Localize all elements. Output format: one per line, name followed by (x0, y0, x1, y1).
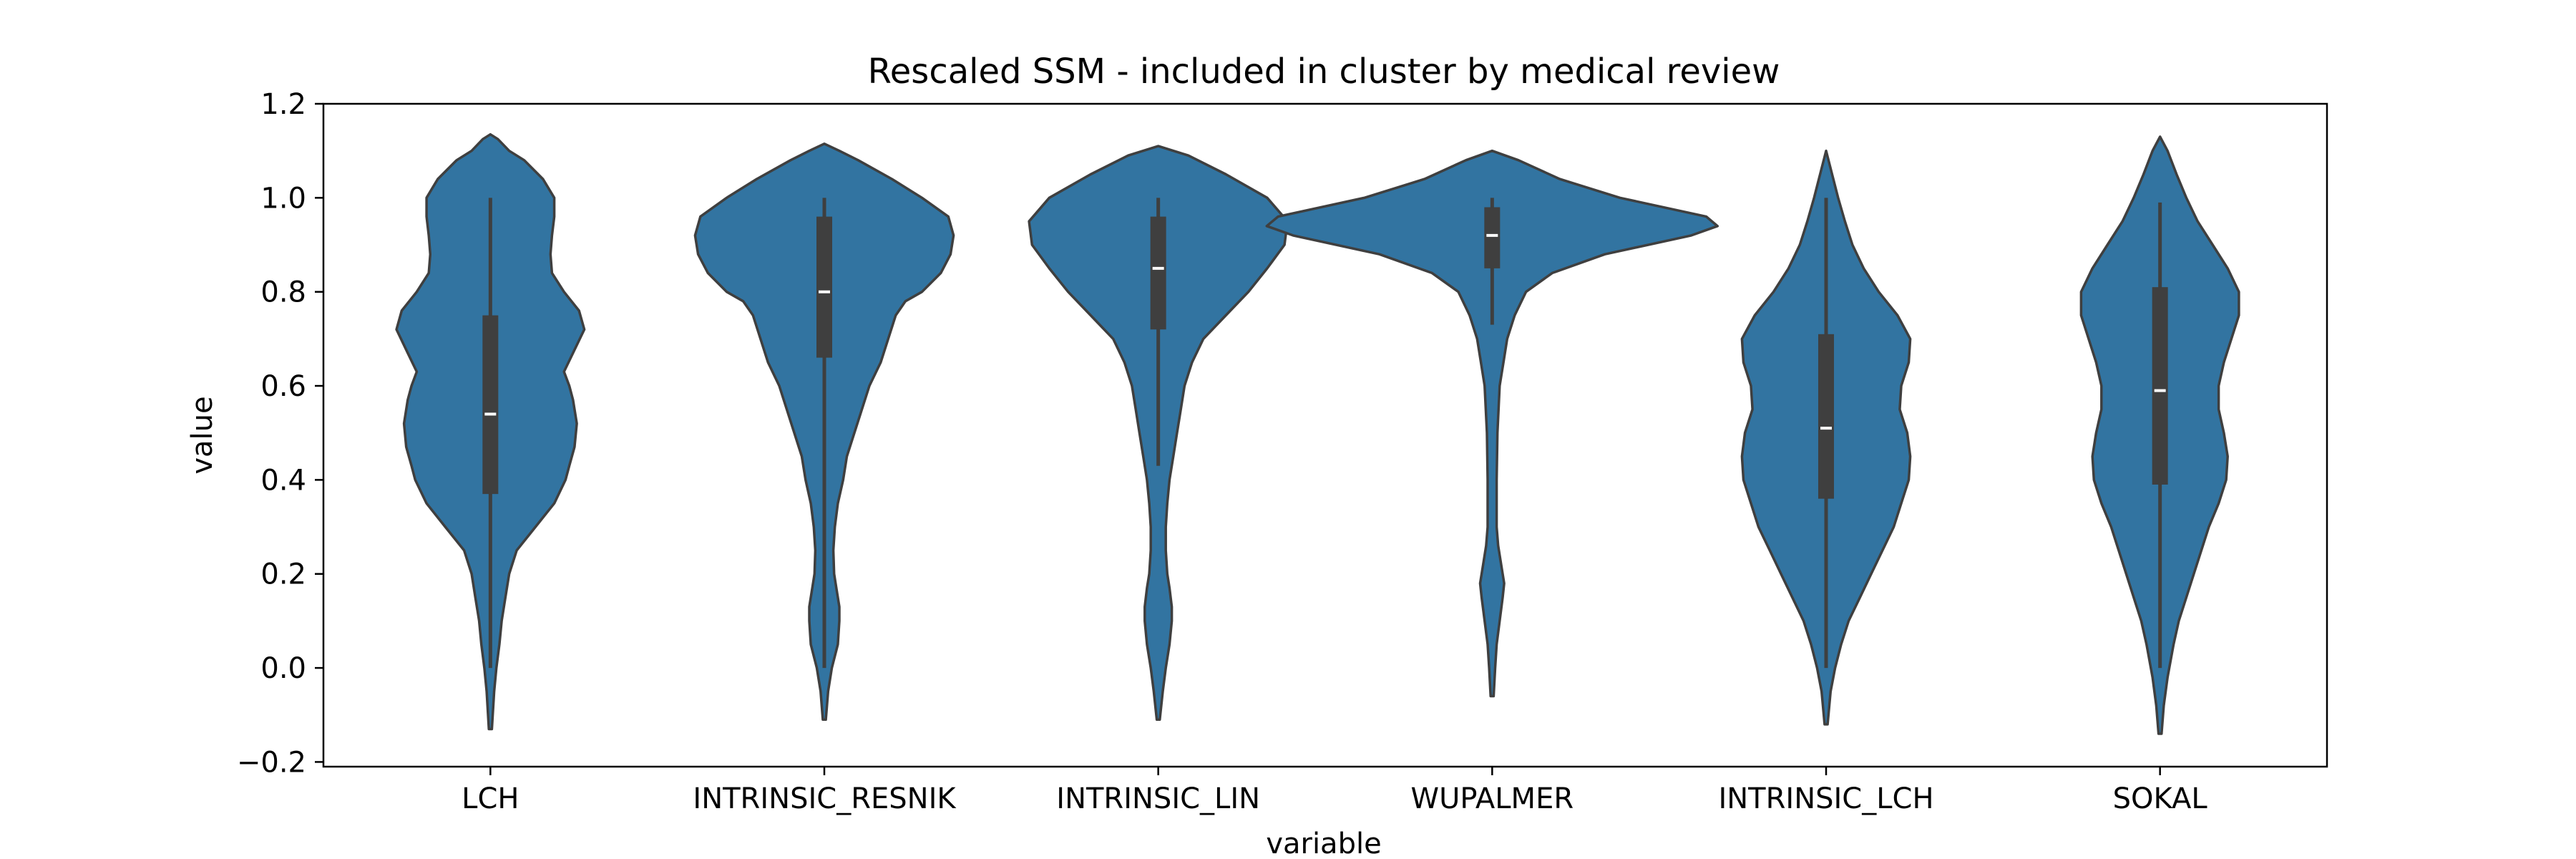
x-tick-label: SOKAL (2113, 782, 2208, 815)
violin-iqr-box (2152, 287, 2168, 485)
violin-iqr-box (816, 216, 832, 358)
y-tick-label: 1.0 (260, 182, 306, 215)
y-axis: −0.2 0.0 0.2 0.4 0.6 0.8 1.0 1.2 (237, 88, 323, 779)
y-axis-title: value (186, 396, 219, 474)
violin-iqr-box (1150, 216, 1166, 330)
violin-body (1265, 149, 1719, 698)
y-tick-label: 0.0 (260, 652, 306, 685)
violins (395, 132, 2240, 735)
plot-area-frame (322, 102, 2328, 768)
y-tick-label: 0.2 (260, 558, 306, 591)
y-tick-label: 0.6 (260, 370, 306, 403)
x-tick-label: INTRINSIC_LCH (1718, 782, 1933, 815)
violin-intrinsic-lch (1740, 149, 1912, 726)
x-tick-label: LCH (462, 782, 519, 815)
x-tick-label: INTRINSIC_RESNIK (693, 782, 957, 815)
x-tick-label: WUPALMER (1411, 782, 1574, 815)
violin-iqr-box (482, 315, 499, 495)
y-tick-label: 1.2 (260, 88, 306, 121)
violin-intrinsic-lin (1028, 145, 1289, 722)
y-tick-label: 0.8 (260, 276, 306, 309)
chart-title: Rescaled SSM - included in cluster by me… (868, 52, 1780, 92)
x-axis-title: variable (1266, 828, 1381, 859)
x-axis: LCH INTRINSIC_RESNIK INTRINSIC_LIN WUPALMER… (462, 767, 2207, 815)
violin-wupalmer (1265, 149, 1719, 698)
violin-intrinsic-resnik (693, 142, 955, 722)
y-tick-label: −0.2 (237, 746, 306, 779)
violin-sokal (2079, 135, 2240, 735)
violin-iqr-box (1484, 207, 1501, 268)
x-tick-label: INTRINSIC_LIN (1056, 782, 1260, 815)
y-tick-label: 0.4 (260, 464, 306, 497)
violin-iqr-box (1818, 334, 1834, 499)
violin-lch (395, 132, 586, 731)
